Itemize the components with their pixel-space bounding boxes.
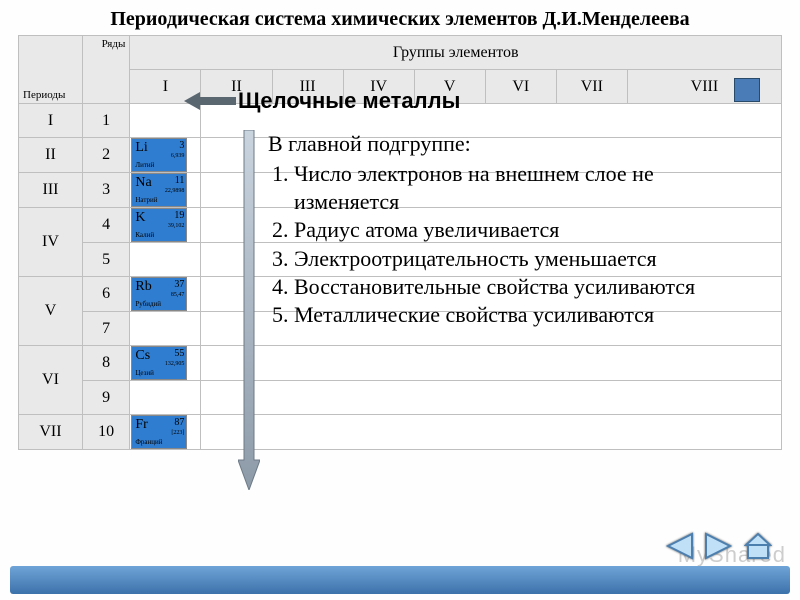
period-I: I	[19, 104, 83, 138]
cell-Li: Li36,939Литий	[130, 138, 201, 173]
corner-blue-box[interactable]	[734, 78, 760, 102]
row-5: 5	[82, 243, 129, 277]
period-V: V	[19, 277, 83, 346]
element-Li[interactable]: Li36,939Литий	[131, 138, 187, 172]
period-IV: IV	[19, 208, 83, 277]
list-item-5: Металлические свойства усиливаются	[294, 301, 748, 329]
row-3: 3	[82, 173, 129, 208]
cell-empty-row-5	[130, 243, 201, 277]
cell-empty-row-7	[130, 312, 201, 346]
page-title: Периодическая система химических элемент…	[0, 0, 800, 35]
cell-rest-row-8	[201, 346, 782, 381]
row-8: 8	[82, 346, 129, 381]
cell-Cs: Cs55132,905Цезий	[130, 346, 201, 381]
subgroup-properties: В главной подгруппе: Число электронов на…	[268, 130, 748, 329]
trend-arrow-down-icon	[238, 130, 260, 490]
cell-rest-row-10	[201, 415, 782, 450]
corner-periods: Периоды	[19, 36, 83, 104]
list-item-2: Радиус атома увеличивается	[294, 216, 748, 244]
element-K[interactable]: K1939,102Калий	[131, 208, 187, 242]
group-header-VII: VII	[556, 70, 627, 104]
cell-empty-row-9	[130, 381, 201, 415]
list-item-4: Восстановительные свойства усиливаются	[294, 273, 748, 301]
nav-next-icon[interactable]	[704, 532, 734, 560]
nav-home-icon[interactable]	[744, 532, 772, 560]
list-heading: В главной подгруппе:	[268, 130, 748, 158]
alkali-label: Щелочные металлы	[238, 88, 460, 114]
arrow-left-icon	[184, 92, 236, 110]
period-II: II	[19, 138, 83, 173]
list-item-3: Электроотрицательность уменьшается	[294, 245, 748, 273]
element-Na[interactable]: Na1122,9898Натрий	[131, 173, 187, 207]
row-6: 6	[82, 277, 129, 312]
period-VII: VII	[19, 415, 83, 450]
row-7: 7	[82, 312, 129, 346]
cell-Rb: Rb3785,47Рубидий	[130, 277, 201, 312]
element-Fr[interactable]: Fr87[223]Франций	[131, 415, 187, 449]
row-9: 9	[82, 381, 129, 415]
list-item-1: Число электронов на внешнем слое не изме…	[294, 160, 748, 216]
bottom-bar	[10, 566, 790, 594]
period-VI: VI	[19, 346, 83, 415]
group-header-VI: VI	[485, 70, 556, 104]
cell-rest-row-9	[201, 381, 782, 415]
element-Rb[interactable]: Rb3785,47Рубидий	[131, 277, 187, 311]
nav-prev-icon[interactable]	[664, 532, 694, 560]
cell-K: K1939,102Калий	[130, 208, 201, 243]
row-4: 4	[82, 208, 129, 243]
period-III: III	[19, 173, 83, 208]
row-2: 2	[82, 138, 129, 173]
group-header: Группы элементов	[130, 36, 782, 70]
row-1: 1	[82, 104, 129, 138]
cell-Fr: Fr87[223]Франций	[130, 415, 201, 450]
nav-buttons	[664, 532, 772, 560]
element-Cs[interactable]: Cs55132,905Цезий	[131, 346, 187, 380]
row-10: 10	[82, 415, 129, 450]
cell-Na: Na1122,9898Натрий	[130, 173, 201, 208]
corner-rows: Ряды	[82, 36, 129, 104]
